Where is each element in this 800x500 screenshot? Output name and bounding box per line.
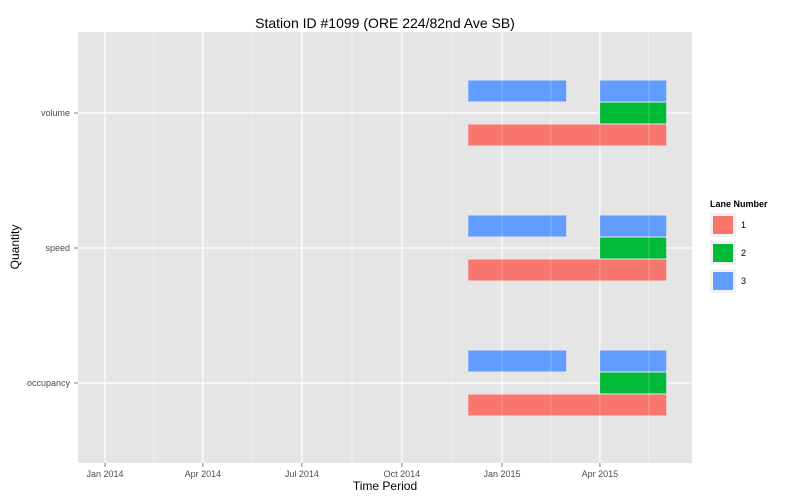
bar-lane-3-speed [468,215,567,237]
bar-lane-3-occupancy [599,350,667,372]
legend-swatch-2 [713,244,733,262]
y-tick-label: speed [45,243,70,253]
grid-layer [78,32,692,463]
bar-lane-3-speed [599,215,667,237]
bar-lane-3-volume [468,80,567,102]
bar-lane-1-speed [468,259,667,281]
x-tick-label: Jan 2014 [86,469,123,479]
bar-lane-3-volume [599,80,667,102]
x-tick-label: Oct 2014 [384,469,421,479]
legend-swatch-1 [713,216,733,234]
x-tick-label: Apr 2014 [185,469,222,479]
legend-label-2: 2 [741,248,746,258]
legend-items: 1 2 3 [710,213,746,293]
x-axis-title: Time Period [353,479,417,493]
x-tick-label: Apr 2015 [582,469,619,479]
x-tick-label: Jan 2015 [483,469,520,479]
legend-label-1: 1 [741,220,746,230]
chart-title: Station ID #1099 (ORE 224/82nd Ave SB) [255,15,515,31]
legend-label-3: 3 [741,276,746,286]
bar-lane-2-volume [599,102,667,124]
y-tick-label: volume [41,108,70,118]
y-tick-labels: volume speed occupancy [27,108,78,388]
x-tick-label: Jul 2014 [285,469,319,479]
y-axis-title: Quantity [8,225,22,270]
bar-lane-2-occupancy [599,372,667,394]
bar-lane-2-speed [599,237,667,259]
bar-lane-1-volume [468,124,667,146]
bar-lane-1-occupancy [468,394,667,416]
legend-swatch-3 [713,272,733,290]
legend-title: Lane Number [710,199,768,209]
x-tick-labels: Jan 2014 Apr 2014 Jul 2014 Oct 2014 Jan 2015… [86,463,618,479]
y-tick-label: occupancy [27,378,71,388]
bars-layer [104,32,667,463]
legend: Lane Number 1 2 3 [710,199,768,293]
bar-lane-3-occupancy [468,350,567,372]
